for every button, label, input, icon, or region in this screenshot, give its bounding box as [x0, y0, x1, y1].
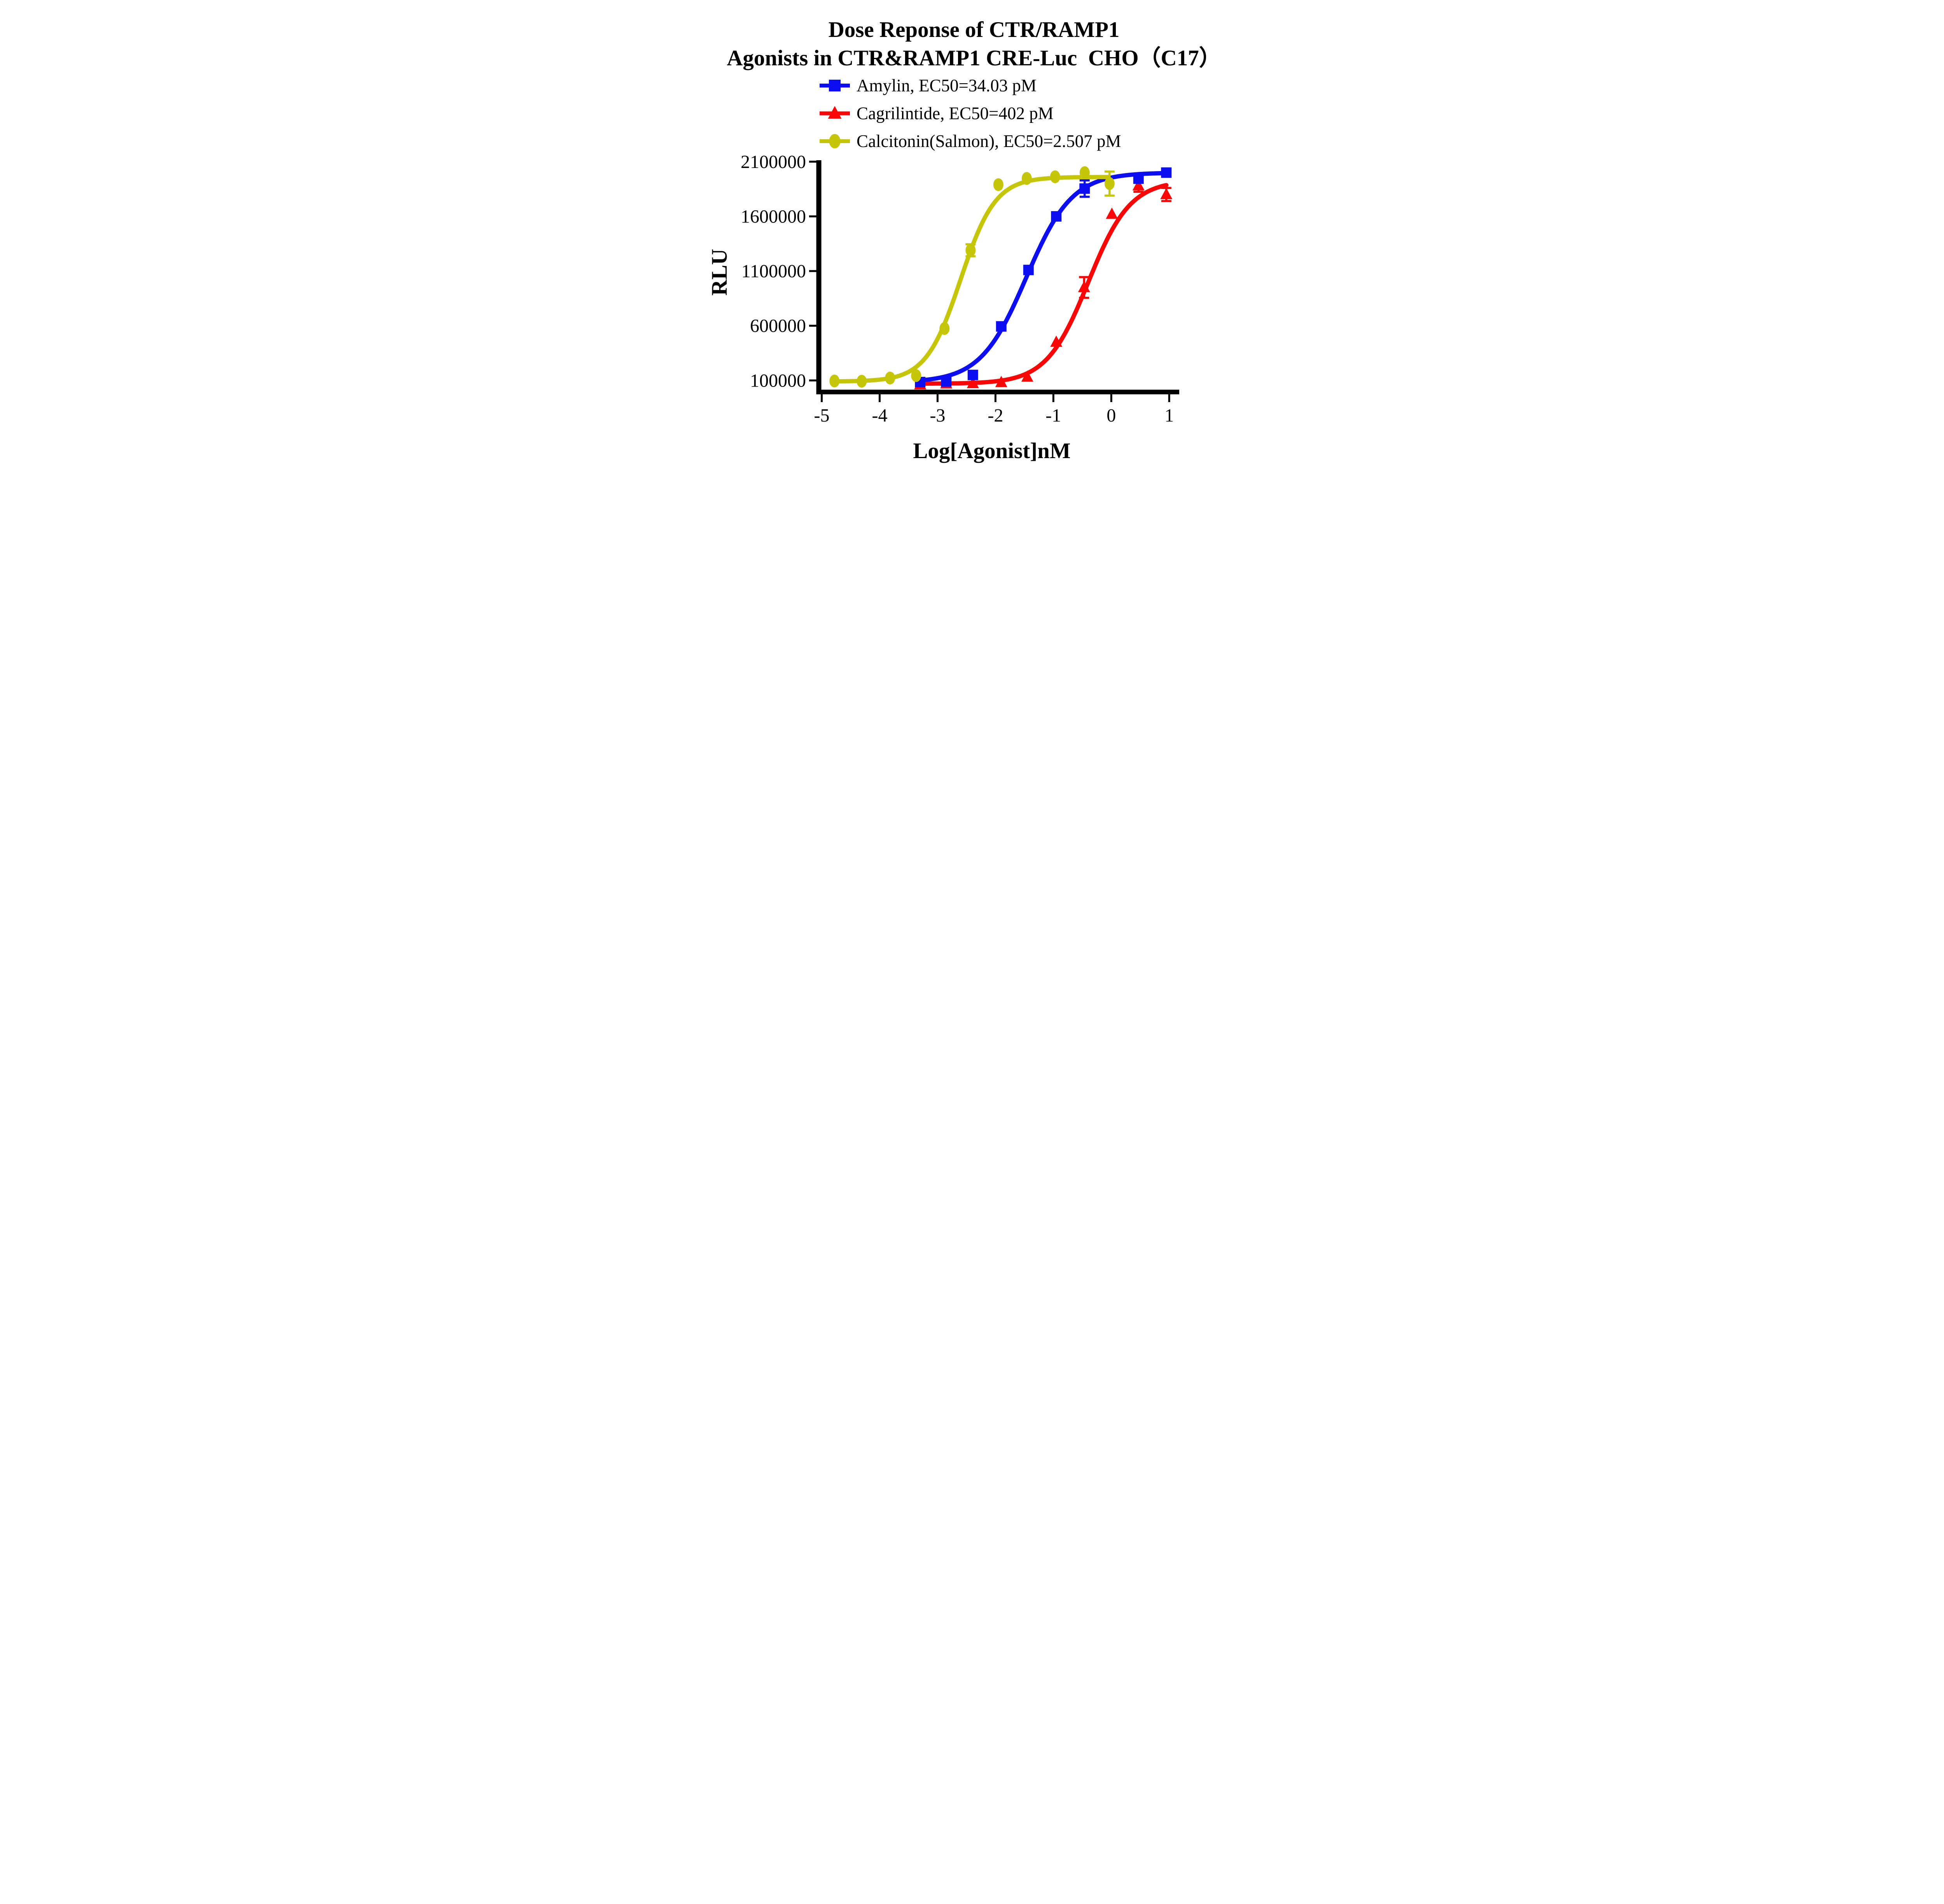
y-tick-label: 100000: [750, 370, 806, 391]
data-point-marker-circle: [856, 374, 867, 388]
data-point-marker-square: [1133, 173, 1144, 184]
chart-title: Dose Reponse of CTR/RAMP1 Agonists in CT…: [727, 18, 1221, 70]
axes: 100000 600000 1100000 1600000 2100000 -5 -4 -3 -…: [741, 152, 1179, 426]
data-point-marker-circle: [911, 369, 921, 382]
fit-curve: [830, 175, 1110, 384]
fit-curve: [915, 171, 1168, 383]
legend-item-calcitonin-salmon: Calcitonin(Salmon), EC50=2.507 pM: [819, 131, 1121, 151]
figure-page: Dose Reponse of CTR/RAMP1 Agonists in CT…: [692, 0, 1252, 476]
legend-label: Calcitonin(Salmon), EC50=2.507 pM: [857, 131, 1121, 151]
x-axis-title: Log[Agonist]nM: [913, 439, 1070, 463]
data-point-marker-square: [1079, 183, 1090, 194]
data-point-marker-square: [1023, 264, 1034, 275]
data-point-marker-square: [996, 321, 1007, 332]
legend-label: Cagrilintide, EC50=402 pM: [857, 104, 1054, 123]
data-point-marker-circle: [993, 178, 1003, 191]
data-point-marker-square: [967, 369, 978, 380]
data-point-marker-circle: [885, 371, 895, 385]
data-point-marker-triangle: [1105, 207, 1118, 219]
series-calcitonin-salmon: [829, 166, 1115, 388]
series-amylin: [914, 167, 1171, 387]
data-point-marker-triangle: [1078, 281, 1090, 292]
data-point-marker-circle: [1104, 177, 1115, 190]
data-point-marker-square: [1161, 167, 1171, 178]
data-point-marker-circle: [1079, 166, 1090, 179]
x-tick-label: -5: [814, 405, 829, 426]
legend: Amylin, EC50=34.03 pM Cagrilintide, EC50=…: [819, 76, 1121, 151]
data-point-marker-circle: [829, 374, 839, 388]
x-tick-label: -2: [988, 405, 1003, 426]
data-point-marker-circle: [1021, 172, 1032, 185]
data-point-marker-triangle: [828, 106, 841, 119]
data-point-marker-circle: [1050, 170, 1060, 184]
data-point-marker-square: [1051, 211, 1061, 222]
data-point-marker-triangle: [1160, 188, 1172, 200]
x-tick-label: -1: [1045, 405, 1061, 426]
legend-item-cagrilintide: Cagrilintide, EC50=402 pM: [819, 104, 1054, 123]
x-tick-label: 1: [1164, 405, 1174, 426]
series-cagrilintide: [914, 178, 1172, 389]
data-point-marker-square: [829, 79, 841, 92]
data-point-marker-triangle: [1050, 335, 1062, 347]
x-tick-label: -4: [872, 405, 887, 426]
legend-label: Amylin, EC50=34.03 pM: [857, 76, 1037, 95]
series-layer: [829, 166, 1172, 389]
x-tick-label: 0: [1107, 405, 1116, 426]
y-tick-label: 1600000: [741, 206, 806, 227]
data-point-marker-circle: [965, 244, 975, 257]
legend-item-amylin: Amylin, EC50=34.03 pM: [819, 76, 1037, 95]
data-point-marker-triangle: [995, 376, 1007, 387]
data-point-marker-square: [941, 376, 951, 387]
data-point-marker-triangle: [1132, 179, 1145, 191]
y-tick-label: 600000: [750, 316, 806, 336]
data-point-marker-circle: [939, 322, 949, 335]
data-point-marker-triangle: [967, 377, 979, 388]
y-tick-label: 2100000: [741, 152, 806, 172]
dose-response-chart: Dose Reponse of CTR/RAMP1 Agonists in CT…: [707, 18, 1221, 463]
y-axis-title: RLU: [707, 249, 732, 296]
x-tick-label: -3: [930, 405, 945, 426]
chart-title-line1: Dose Reponse of CTR/RAMP1: [828, 18, 1119, 42]
chart-title-line2: Agonists in CTR&RAMP1 CRE-Luc CHO（C17）: [727, 46, 1221, 70]
data-point-marker-circle: [829, 134, 841, 149]
data-point-marker-triangle: [1021, 370, 1033, 382]
fit-curve: [915, 183, 1168, 386]
y-tick-label: 1100000: [741, 261, 806, 282]
